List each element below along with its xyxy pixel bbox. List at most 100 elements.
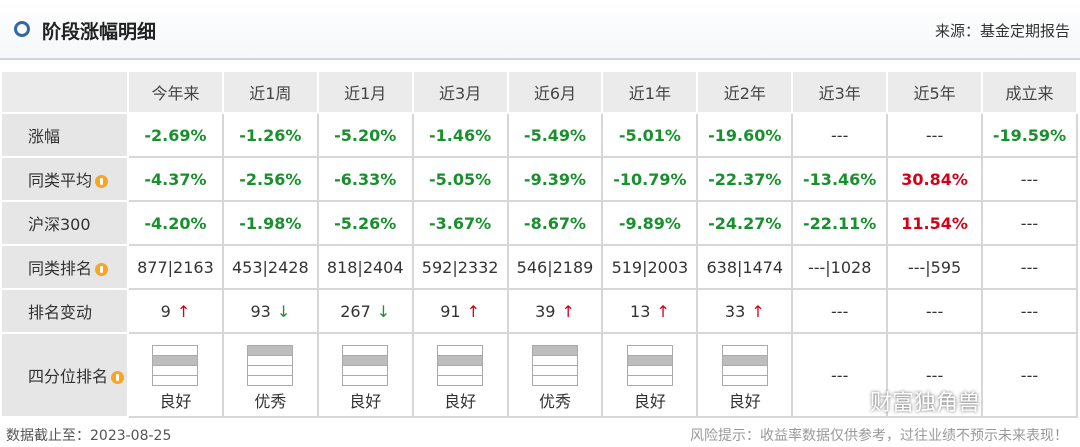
cell: -5.05% [411,156,509,202]
rank-arrow: ↑ [561,301,575,321]
quartile-band [343,346,387,355]
cell: 453|2428 [221,244,319,290]
cell-text: -22.37% [708,169,782,189]
watermark: 财富独角兽 [870,391,981,416]
cell: 9 ↑ [127,288,224,334]
cell-text: -22.11% [803,213,877,233]
cell: --- [981,288,1078,334]
cell: -5.20% [316,112,414,158]
cell: --- [791,288,889,334]
cell: ---|595 [886,244,984,290]
rank-change: 93 [250,301,271,321]
quartile-band [722,364,767,375]
cell-text: ---|595 [907,257,962,277]
cell: --- [886,332,984,418]
cell: -1.98% [221,200,319,246]
column-header: 近3月 [411,70,509,114]
cell: 11.54% [886,200,984,246]
cell: --- [791,332,889,418]
column-header: 近2年 [696,70,794,114]
column-header: 近1月 [316,70,414,114]
cell: 13 ↑ [601,288,699,334]
quartile-label: 优秀 [539,391,572,411]
cell: --- [981,332,1078,418]
cell: -9.89% [601,200,699,246]
cell: --- [886,112,984,158]
row-label: 排名变动 [0,288,129,334]
help-icon [111,371,125,384]
cell-text: -9.39% [523,169,587,189]
table: 今年来 近1周 近1月 近3月 近6月 近1年 近2年 近3年 近5年 成立来 涨幅 -2.69% -… [0,70,1078,418]
cell-text: 592|2332 [421,257,499,277]
quartile-band [343,374,388,385]
cell-text: -19.60% [708,125,782,145]
cell-text: --- [1020,213,1039,233]
quartile-icon [247,344,294,386]
cell-text: 877|2163 [137,257,214,277]
cell: 592|2332 [411,244,509,290]
cell-text: --- [831,301,849,321]
column-header: 近5年 [886,70,984,114]
quartile-band [627,354,672,365]
rank-change: 267 [340,301,371,321]
cell-text: -1.26% [239,125,302,145]
quartile-band [627,364,672,375]
quartile-icon [626,344,673,386]
cell: -19.60% [696,112,794,158]
quartile-band [438,354,483,365]
quartile-band [533,345,577,355]
quartile-band [248,354,293,365]
cell: -2.69% [127,112,224,158]
rank-change: 9 [160,301,171,321]
cell: -5.26% [316,200,414,246]
row-label: 同类排名 [0,244,129,290]
cell-text: -5.05% [429,169,492,189]
cell: --- [886,288,984,334]
row-label-text: 四分位排名 [28,367,109,386]
cell-text: -13.46% [803,169,877,189]
cell: 30.84% [886,156,984,202]
quartile-band [438,364,483,375]
cell: -4.20% [127,200,224,246]
cell-text: 453|2428 [232,257,309,277]
quartile-band [153,364,198,375]
cell-text: 818|2404 [326,257,404,277]
cell-text: -1.46% [429,125,492,145]
cell-text: --- [925,301,944,321]
rank-change: 91 [440,301,461,321]
quartile-label: 优秀 [254,391,287,411]
cell-text: --- [1020,257,1039,277]
cell: -4.37% [127,156,224,202]
cell: 33 ↑ [696,288,794,334]
row: 涨幅 -2.69% -1.26% -5.20% -1.46% -5.49% -5.01% -1… [0,112,1078,158]
quartile-band [248,374,293,385]
row-label: 四分位排名 [0,332,129,418]
column-header: 近6月 [506,70,604,114]
rank-arrow: ↓ [376,301,391,321]
quartile-band [343,354,388,365]
cell: -5.01% [601,112,699,158]
cell: -1.26% [221,112,319,158]
quartile-label: 良好 [349,391,382,411]
cell: 877|2163 [127,244,224,290]
quartile-band [722,354,767,365]
cell-text: -9.89% [618,213,681,233]
row: 同类排名 877|2163 453|2428 818|2404 592|2332 546|… [0,244,1078,290]
cell-text: ---|1028 [807,257,872,277]
cell-text: --- [925,365,944,385]
quartile-icon [342,344,389,386]
cell: --- [791,112,889,158]
row-label: 沪深300 [0,200,129,246]
help-icon [95,175,109,188]
cell: --- [981,200,1078,246]
cell: 638|1474 [696,244,794,290]
cell-text: 519|2003 [611,257,689,277]
column-header: 近3年 [791,70,889,114]
quartile-icon [152,344,199,386]
cell: 91 ↑ [411,288,509,334]
quartile-label: 良好 [159,391,192,411]
column-header: 近1周 [221,70,319,114]
rank-change: 13 [630,301,651,321]
cell-text: --- [1020,169,1039,189]
quartile-label: 良好 [444,391,477,411]
